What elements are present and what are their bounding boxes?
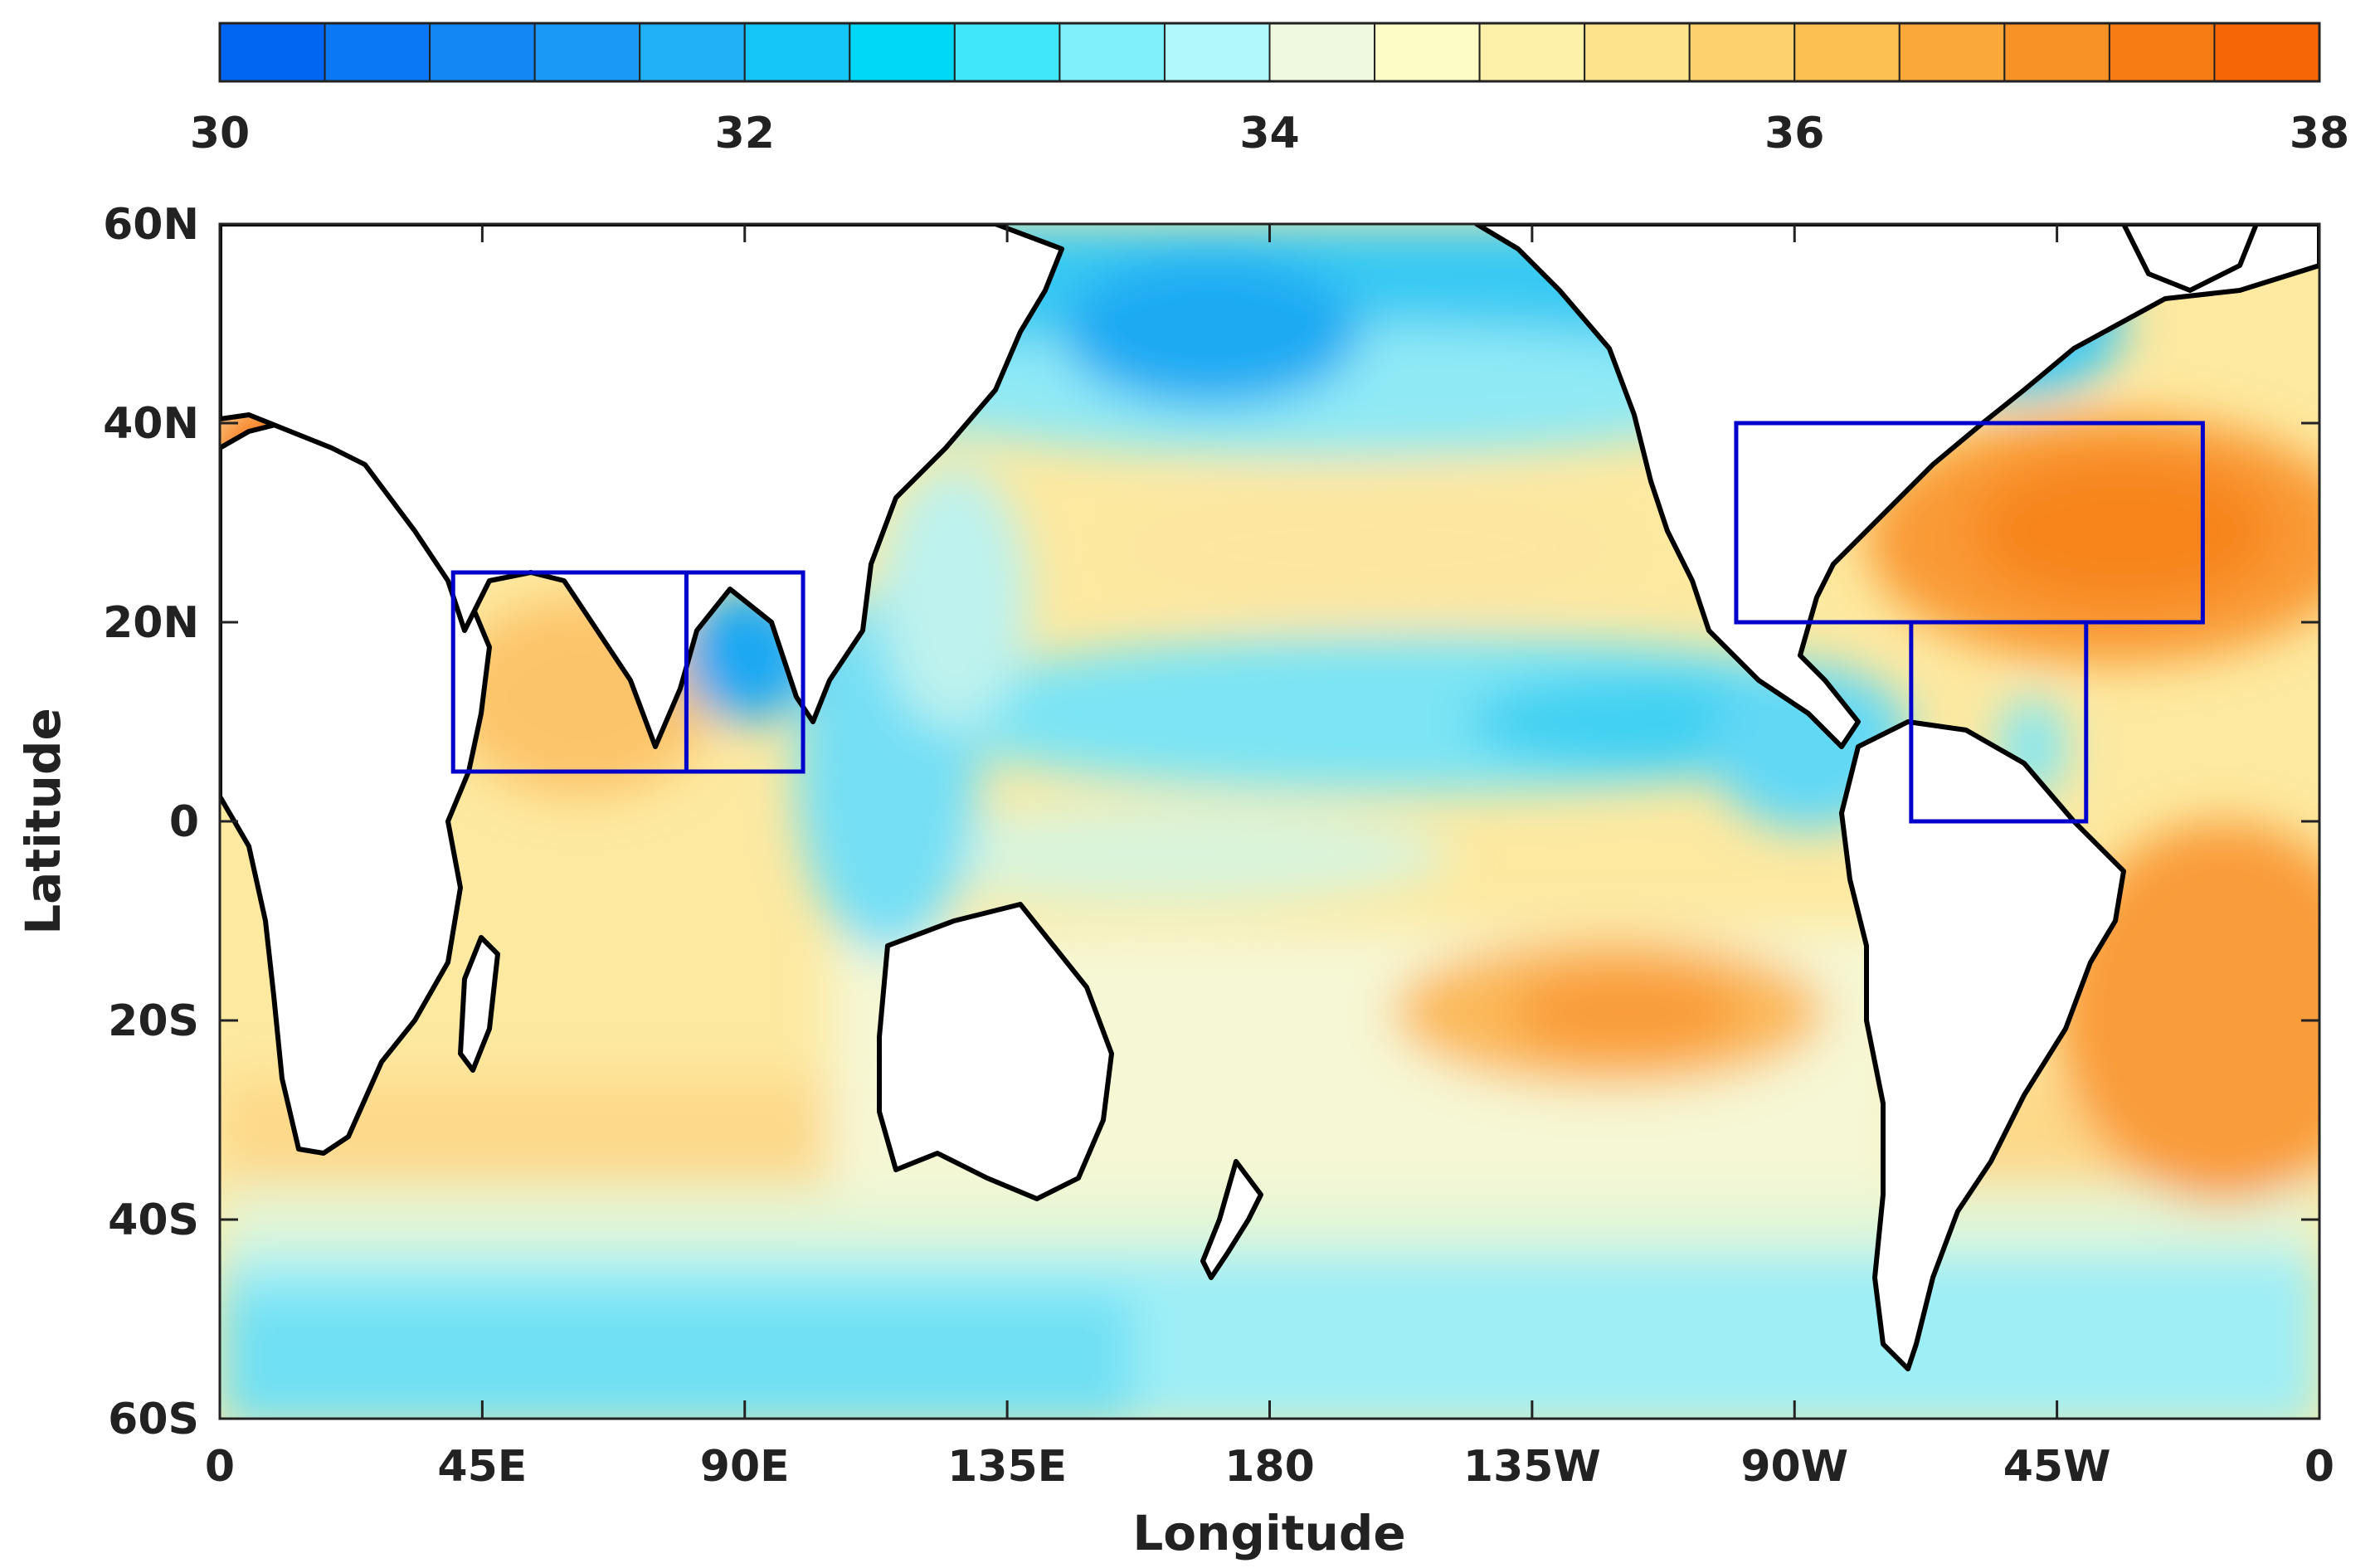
- colorbar-swatch: [1793, 22, 1900, 82]
- colorbar-tick-label: 32: [715, 109, 775, 158]
- colorbar: [218, 22, 2321, 83]
- land-australia: [877, 902, 1114, 1201]
- colorbar-frame: [218, 22, 2321, 83]
- colorbar-swatch: [849, 22, 956, 82]
- y-tick-label: 40S: [108, 1195, 199, 1245]
- region-box: [1909, 620, 2089, 824]
- tick-marks: [218, 222, 2321, 1420]
- colorbar-tick-label: 34: [1239, 109, 1299, 158]
- colorbar-swatch: [1584, 22, 1691, 82]
- colorbar-swatch: [1374, 22, 1481, 82]
- y-tick-label: 60N: [103, 200, 199, 250]
- y-tick-label: 40N: [103, 399, 199, 449]
- colorbar-swatch: [1898, 22, 2006, 82]
- map-area: [218, 222, 2321, 1420]
- x-tick-label: 45W: [2003, 1442, 2111, 1492]
- land-eurasia: [220, 224, 1064, 749]
- colorbar-swatch: [2213, 22, 2320, 82]
- x-tick-label: 90E: [700, 1442, 790, 1492]
- land-south-america: [1839, 719, 2126, 1371]
- y-tick-label: 60S: [108, 1395, 199, 1444]
- colorbar-tick-labels: 30 32 34 36 38: [190, 109, 2349, 158]
- y-tick-label: 20N: [103, 598, 199, 648]
- colorbar-swatch: [639, 22, 746, 82]
- y-tick-label: 20S: [108, 996, 199, 1046]
- y-tick-label: 0: [169, 797, 199, 847]
- x-tick-label: 90W: [1740, 1442, 1848, 1492]
- land-greenland: [2121, 224, 2259, 293]
- colorbar-swatch: [2003, 22, 2110, 82]
- colorbar-tick-label: 30: [190, 109, 250, 158]
- colorbar-swatch: [1688, 22, 1796, 82]
- x-tick-labels: 0 45E 90E 135E 180 135W 90W 45W 0: [205, 1442, 2334, 1492]
- colorbar-swatch: [743, 22, 851, 82]
- land-masses: [220, 224, 2319, 1371]
- colorbar-swatch: [2108, 22, 2216, 82]
- land-madagascar: [458, 935, 500, 1073]
- colorbar-swatch: [219, 22, 326, 82]
- colorbar-swatch: [1059, 22, 1166, 82]
- x-tick-label: 0: [2304, 1442, 2334, 1492]
- colorbar-tick-label: 36: [1764, 109, 1824, 158]
- x-tick-label: 135E: [947, 1442, 1067, 1492]
- x-tick-label: 135W: [1463, 1442, 1601, 1492]
- colorbar-tick-label: 38: [2290, 109, 2349, 158]
- x-tick-label: 180: [1224, 1442, 1315, 1492]
- x-axis-title: Longitude: [1132, 1505, 1405, 1561]
- colorbar-swatch: [1163, 22, 1271, 82]
- y-axis-title: Latitude: [15, 708, 71, 935]
- colorbar-swatch: [1268, 22, 1376, 82]
- colorbar-swatch: [533, 22, 641, 82]
- land-north-america: [1474, 224, 2319, 749]
- y-tick-labels: 60N 40N 20N 0 20S 40S 60S: [103, 200, 199, 1444]
- colorbar-swatch: [324, 22, 431, 82]
- x-tick-label: 45E: [437, 1442, 527, 1492]
- region-boxes: [450, 421, 2205, 824]
- region-box: [684, 570, 805, 774]
- x-tick-label: 0: [205, 1442, 235, 1492]
- land-new-zealand: [1200, 1159, 1263, 1280]
- colorbar-swatch: [1478, 22, 1586, 82]
- colorbar-swatch: [429, 22, 536, 82]
- colorbar-swatch: [953, 22, 1061, 82]
